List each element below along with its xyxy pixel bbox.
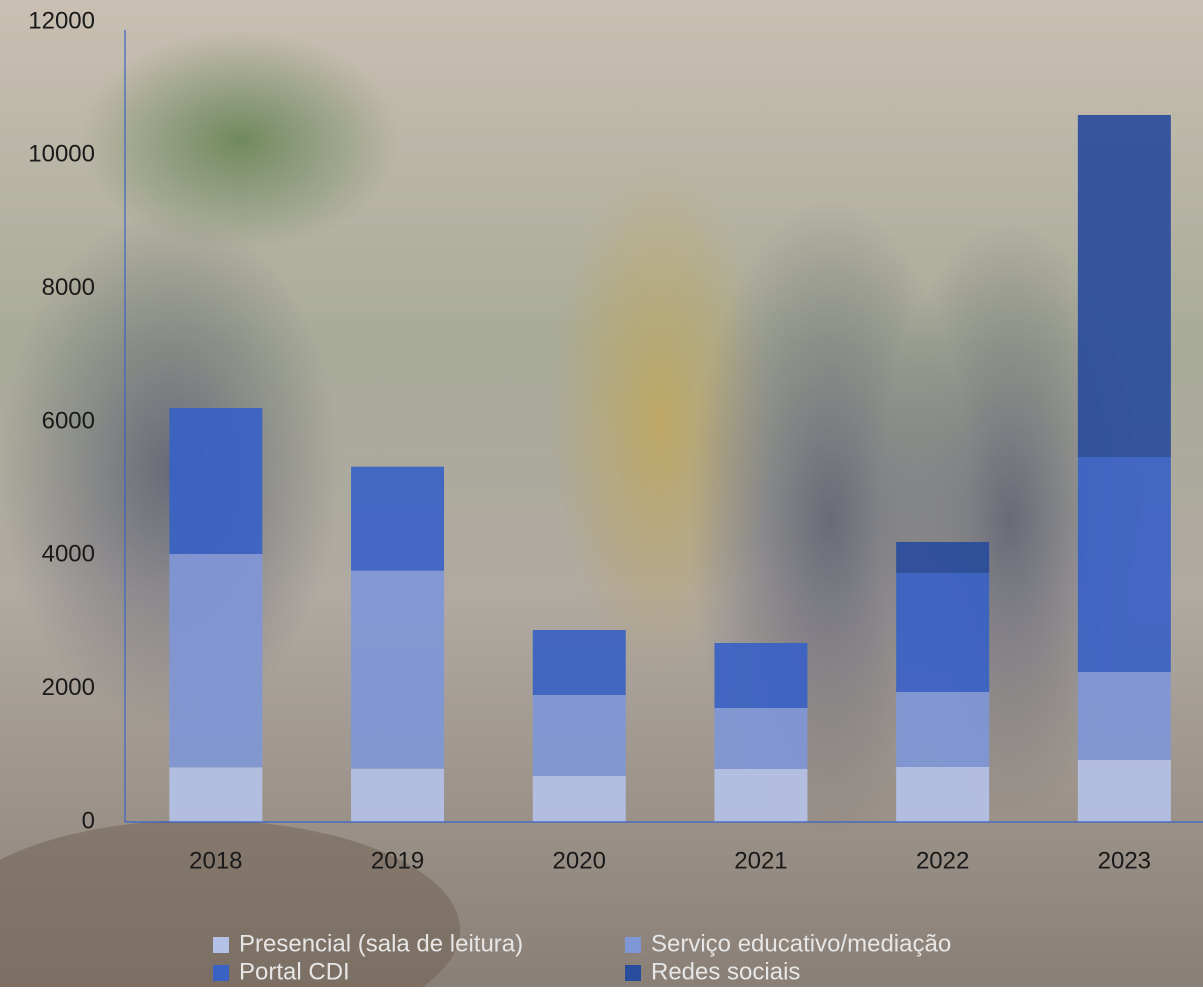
bar-segment (533, 776, 626, 822)
x-tick-label: 2023 (1098, 847, 1151, 874)
legend-label: Serviço educativo/mediação (651, 930, 951, 957)
legend-swatch (625, 965, 641, 981)
y-tick-label: 6000 (42, 407, 95, 434)
bar-segment (169, 767, 262, 822)
x-tick-label: 2020 (553, 847, 606, 874)
y-tick-label: 10000 (28, 141, 95, 168)
y-tick-label: 4000 (42, 541, 95, 568)
y-tick-label: 12000 (28, 7, 95, 34)
bar-segment (1078, 672, 1171, 760)
x-tick-label: 2022 (916, 847, 969, 874)
bar-segment (533, 630, 626, 695)
x-tick-label: 2021 (734, 847, 787, 874)
legend-label: Portal CDI (239, 958, 350, 985)
background-shape (80, 30, 400, 250)
y-tick-label: 0 (82, 807, 95, 834)
bar-segment (896, 767, 989, 822)
legend-label: Presencial (sala de leitura) (239, 930, 523, 957)
bar-segment (896, 542, 989, 573)
bar-segment (1078, 760, 1171, 822)
y-tick-label: 2000 (42, 674, 95, 701)
page: {"chart_data": {"type": "stacked-bar", "… (0, 0, 1203, 987)
bar-segment (714, 708, 807, 769)
bar-segment (169, 554, 262, 767)
x-tick-label: 2018 (189, 847, 242, 874)
chart: 0 2000 4000 6000 8000 10000 12000 2018 2019 2020 2… (0, 0, 1203, 987)
legend-swatch (213, 937, 229, 953)
bar-segment (896, 692, 989, 767)
bar-segment (351, 769, 444, 822)
bar-segment (714, 643, 807, 708)
bar-segment (896, 573, 989, 692)
legend-swatch (213, 965, 229, 981)
bar-segment (1078, 457, 1171, 672)
legend-label: Redes sociais (651, 958, 800, 985)
bar-segment (714, 769, 807, 822)
legend-swatch (625, 937, 641, 953)
bar-segment (169, 408, 262, 554)
bar-segment (1078, 115, 1171, 457)
bar-segment (351, 571, 444, 769)
bar-segment (533, 695, 626, 776)
y-tick-label: 8000 (42, 274, 95, 301)
bar-segment (351, 467, 444, 571)
x-tick-label: 2019 (371, 847, 424, 874)
